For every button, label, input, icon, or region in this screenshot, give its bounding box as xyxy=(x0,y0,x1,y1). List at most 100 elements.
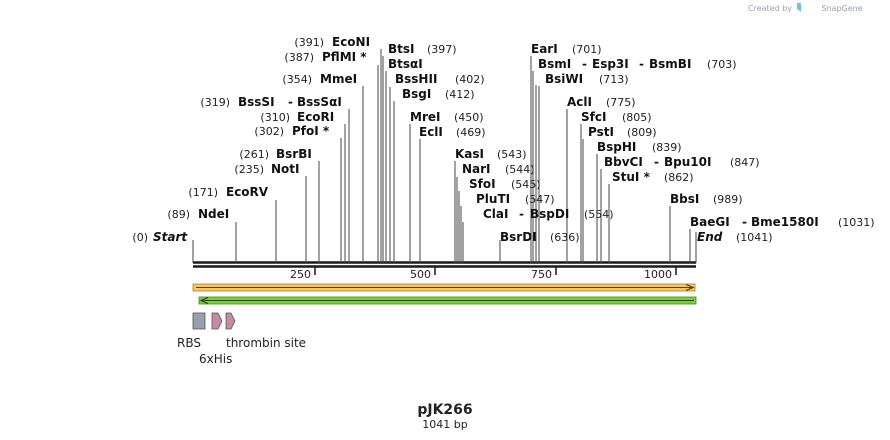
site-acli[interactable]: AclI (775) xyxy=(567,95,636,109)
site-bsrdi[interactable]: BsrDI (636) xyxy=(500,230,580,244)
site-ecorv[interactable]: (171) EcoRV xyxy=(188,185,268,199)
site-separator: - xyxy=(582,57,587,71)
site-position: (1041) xyxy=(736,231,773,244)
site-label: KasI xyxy=(455,147,484,161)
orf-reverse-arrow[interactable] xyxy=(198,296,697,305)
site-label: EcoRV xyxy=(226,185,269,199)
site-noti[interactable]: (235) NotI xyxy=(234,162,299,176)
feature-label: thrombin site xyxy=(226,336,306,350)
site-eari[interactable]: EarI (701) xyxy=(531,42,602,56)
site-label: Start xyxy=(153,230,188,244)
site-pflmi[interactable]: (387) PflMI * xyxy=(284,50,367,64)
site-label: EcoRI xyxy=(297,110,334,124)
site-pluti[interactable]: PluTI (547) xyxy=(476,192,555,206)
site-alt-label: Esp3I xyxy=(592,57,629,71)
site-position: (847) xyxy=(730,156,760,169)
site-ecli[interactable]: EclI (469) xyxy=(419,125,486,139)
site-start[interactable]: (0) Start xyxy=(132,230,188,244)
site-end[interactable]: End (1041) xyxy=(697,230,773,244)
site-clai[interactable]: ClaI - BspDI (554) xyxy=(483,207,614,221)
site-mmei[interactable]: (354) MmeI xyxy=(282,72,357,86)
feature-label: 6xHis xyxy=(199,352,232,366)
site-label: BsgI xyxy=(402,87,431,101)
site-position: (1031) xyxy=(838,216,875,229)
site-position: (402) xyxy=(455,73,485,86)
sequence-backbone[interactable] xyxy=(193,261,696,268)
site-position: (862) xyxy=(664,171,694,184)
site-bsiwi[interactable]: BsiWI (713) xyxy=(545,72,629,86)
site-ndei[interactable]: (89) NdeI xyxy=(167,207,229,221)
site-position: (261) xyxy=(239,148,269,161)
site-bsphi[interactable]: BspHI (839) xyxy=(597,140,682,154)
site-sfoi[interactable]: SfoI (545) xyxy=(469,177,541,191)
site-bsrbi[interactable]: (261) BsrBI xyxy=(239,147,311,161)
snapgene-brand-label: SnapGene xyxy=(821,4,862,13)
site-mrei[interactable]: MreI (450) xyxy=(410,110,484,124)
site-bsssi[interactable]: (319) BssSI - BssSαI xyxy=(200,95,341,109)
site-alt-label: Bme1580I xyxy=(751,215,819,229)
site-label: NotI xyxy=(271,162,300,176)
site-position: (0) xyxy=(132,231,148,244)
site-position: (703) xyxy=(707,58,737,71)
site-separator: - xyxy=(288,95,293,109)
site-label: BssHII xyxy=(395,72,437,86)
site-baegi[interactable]: BaeGI - Bme1580I (1031) xyxy=(690,215,875,229)
site-label: AclI xyxy=(567,95,592,109)
orf-forward-arrow[interactable] xyxy=(192,283,696,292)
site-position: (397) xyxy=(427,43,457,56)
scale-tick-750: 750 xyxy=(531,267,557,281)
cut-site-lines xyxy=(235,49,691,263)
site-position: (171) xyxy=(188,186,218,199)
site-position: (354) xyxy=(282,73,312,86)
site-alt-label: Bpu10I xyxy=(664,155,711,169)
site-stui[interactable]: StuI * (862) xyxy=(612,170,694,184)
site-bsgi[interactable]: BsgI (412) xyxy=(402,87,475,101)
scale-tick-500: 500 xyxy=(410,267,436,281)
site-label: MreI xyxy=(410,110,440,124)
site-position: (989) xyxy=(713,193,743,206)
site-psti[interactable]: PstI (809) xyxy=(588,125,657,139)
site-position: (310) xyxy=(260,111,290,124)
site-label: PluTI xyxy=(476,192,510,206)
site-bbsi[interactable]: BbsI (989) xyxy=(670,192,743,206)
site-btsi[interactable]: BtsI (397) xyxy=(388,42,457,56)
site-label: BsiWI xyxy=(545,72,583,86)
site-label: BaeGI xyxy=(690,215,730,229)
site-label: PfoI * xyxy=(292,124,330,138)
site-position: (387) xyxy=(284,51,314,64)
site-label: EclI xyxy=(419,125,443,139)
site-position: (805) xyxy=(622,111,652,124)
site-label: ClaI xyxy=(483,207,508,221)
site-label: BsrBI xyxy=(276,147,312,161)
site-label: NdeI xyxy=(198,207,229,221)
site-bbvci[interactable]: BbvCI - Bpu10I (847) xyxy=(604,155,760,169)
site-pfoi[interactable]: (302) PfoI * xyxy=(254,124,329,138)
site-label: StuI * xyxy=(612,170,651,184)
site-alt2-label: BsmBI xyxy=(649,57,691,71)
site-label: EarI xyxy=(531,42,558,56)
plasmid-name: pJK266 xyxy=(417,402,472,418)
feature-6xhis[interactable]: 6xHis xyxy=(199,312,232,366)
site-label: SfcI xyxy=(581,110,606,124)
site-label: End xyxy=(697,230,723,244)
feature-thrombin-site[interactable]: thrombin site xyxy=(225,312,306,350)
site-label: BbvCI xyxy=(604,155,643,169)
feature-rbs[interactable]: RBS xyxy=(177,312,206,350)
scale-tick-1000: 1000 xyxy=(644,267,677,281)
site-ecori[interactable]: (310) EcoRI xyxy=(260,110,334,124)
site-label: BspHI xyxy=(597,140,636,154)
site-bsshii[interactable]: BssHII (402) xyxy=(395,72,485,86)
site-kasi[interactable]: KasI (543) xyxy=(455,147,527,161)
site-label: BsmI xyxy=(538,57,571,71)
scale-tick-250: 250 xyxy=(290,267,316,281)
site-econi[interactable]: (391) EcoNI xyxy=(294,35,370,49)
site-label: PstI xyxy=(588,125,614,139)
site-sfci[interactable]: SfcI (805) xyxy=(581,110,652,124)
site-separator: - xyxy=(519,207,524,221)
site-bsmi[interactable]: BsmI - Esp3I - BsmBI (703) xyxy=(538,57,737,71)
site-nari[interactable]: NarI (544) xyxy=(462,162,535,176)
site-btsai[interactable]: BtsαI xyxy=(388,57,423,71)
site-position: (319) xyxy=(200,96,230,109)
scale-tick-label: 750 xyxy=(531,268,552,281)
